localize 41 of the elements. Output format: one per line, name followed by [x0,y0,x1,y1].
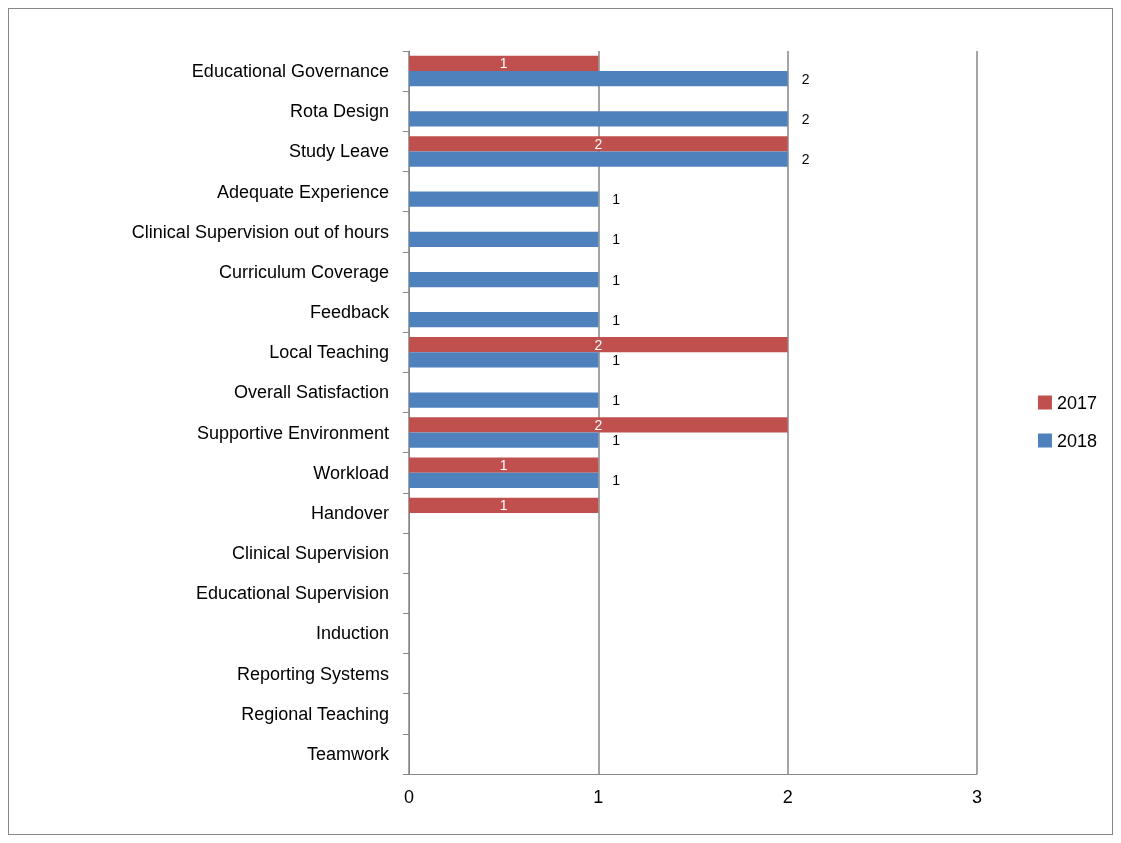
data-label: 2 [801,151,810,168]
y-tick-label: Handover [310,502,390,523]
y-tick-label: Adequate Experience [216,181,389,202]
y-tick-label: Study Leave [288,141,389,162]
data-label: 2 [801,70,810,87]
data-label: 2 [594,416,603,433]
y-tick-label: Induction [315,623,389,644]
data-label: 1 [612,432,621,449]
data-label: 1 [612,392,621,409]
y-tick-label: Supportive Environment [196,422,389,443]
data-label: 2 [594,135,603,152]
data-label: 1 [612,271,621,288]
data-label: 1 [612,231,621,248]
data-label: 1 [612,351,621,368]
y-tick-label: Teamwork [306,743,390,764]
data-label: 1 [499,497,508,514]
x-tick-label: 3 [971,787,983,807]
data-label: 2 [801,110,810,127]
data-label: 1 [499,457,508,474]
data-label: 1 [612,311,621,328]
data-label: 1 [612,472,621,489]
legend-label: 2018 [1056,430,1097,451]
y-tick-label: Overall Satisfaction [233,382,389,403]
x-tick-label: 1 [593,787,604,807]
y-tick-label: Workload [313,462,389,483]
y-tick-label: Clinical Supervision [231,543,389,564]
data-label: 2 [594,336,603,353]
x-tick-label: 0 [403,787,415,807]
y-tick-label: Feedback [309,302,390,323]
y-tick-label: Rota Design [289,101,389,122]
x-tick-label: 2 [782,787,793,807]
y-tick-label: Educational Supervision [195,583,389,604]
y-tick-label: Regional Teaching [241,703,389,724]
y-tick-label: Clinical Supervision out of hours [131,221,389,242]
y-tick-label: Curriculum Coverage [218,261,389,282]
y-tick-label: Reporting Systems [236,663,389,684]
data-label: 1 [499,55,508,72]
data-label: 1 [612,191,621,208]
y-tick-label: Local Teaching [269,342,389,363]
legend-label: 2017 [1056,392,1097,413]
y-tick-label: Educational Governance [191,61,389,82]
